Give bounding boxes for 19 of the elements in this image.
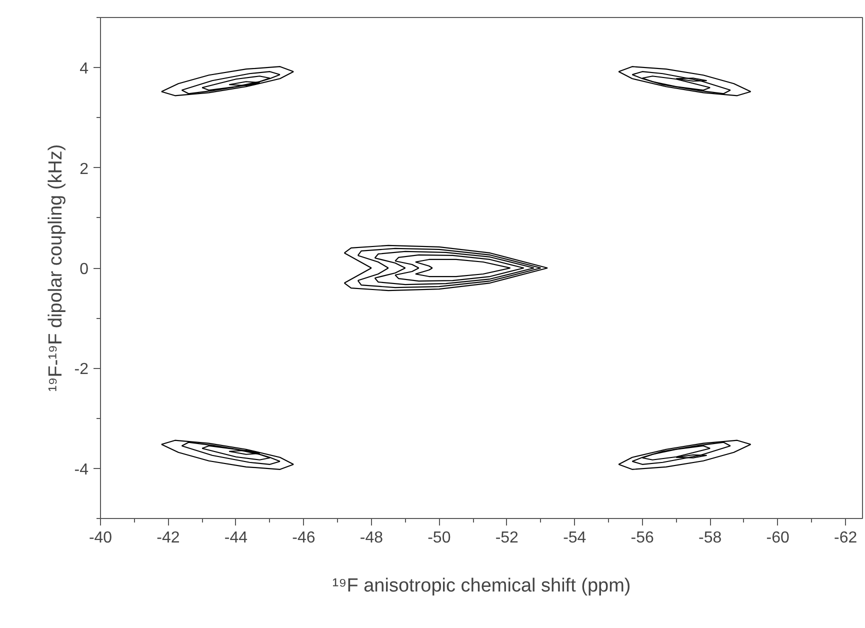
x-tick-label: -44 <box>224 530 248 546</box>
y-tick-label: -4 <box>74 461 89 478</box>
y-axis-title: ¹⁹F-¹⁹F dipolar coupling (kHz) <box>45 144 66 392</box>
y-tick-label: 0 <box>80 261 89 278</box>
x-tick-label: -46 <box>292 530 316 546</box>
x-tick-label: -58 <box>698 530 722 546</box>
x-tick-label: -50 <box>428 530 451 546</box>
x-tick-label: -52 <box>495 530 519 546</box>
x-tick-label: -42 <box>156 530 180 546</box>
x-tick-label: -56 <box>630 530 654 546</box>
x-tick-label: -62 <box>834 530 858 546</box>
x-tick-label: -54 <box>563 530 586 546</box>
y-tick-label: 4 <box>80 60 89 78</box>
x-tick-label: -40 <box>88 530 112 546</box>
y-tick-label: 2 <box>80 160 89 178</box>
x-tick-label: -48 <box>360 530 384 546</box>
x-axis-title: ¹⁹F anisotropic chemical shift (ppm) <box>332 576 631 596</box>
y-tick-label: -2 <box>74 361 89 378</box>
x-tick-label: -60 <box>766 530 790 546</box>
